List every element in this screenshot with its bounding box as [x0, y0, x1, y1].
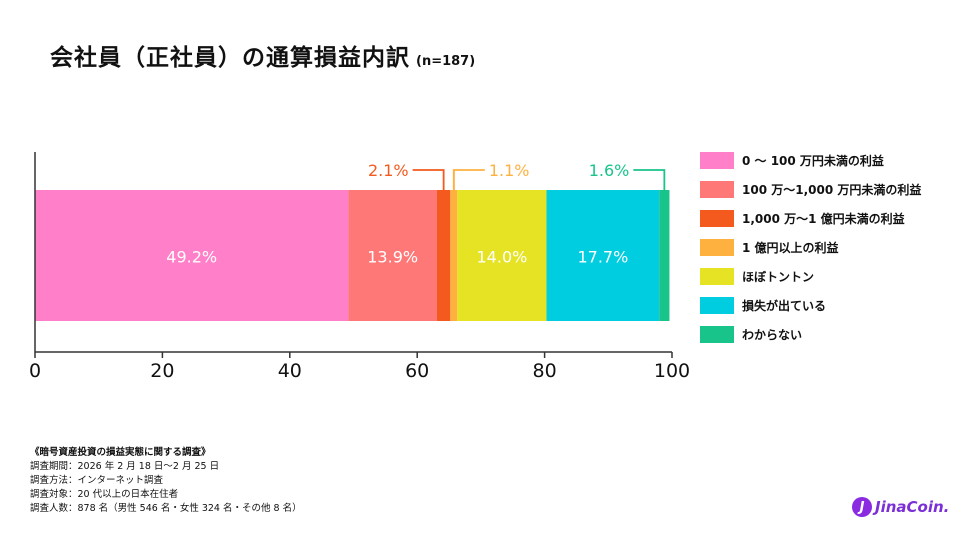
- data-label-5: 17.7%: [577, 248, 628, 267]
- bar-segment-5: [546, 190, 660, 321]
- bar-segment-6: [659, 190, 670, 321]
- chart-title-wrap: 会社員（正社員）の通算損益内訳 (n=187): [50, 38, 475, 72]
- bar-segment-1: [348, 190, 437, 321]
- bar-segment-0: [35, 190, 349, 321]
- legend-item-2: 1,000 万～1 億円未満の利益: [700, 204, 921, 233]
- logo-icon: J: [852, 497, 872, 517]
- data-label-0: 49.2%: [166, 248, 217, 267]
- footnote-line-target: 調査対象：20 代以上の日本在住者: [30, 489, 179, 500]
- legend-label-4: ほぼトントン: [742, 270, 815, 284]
- chart-title: 会社員（正社員）の通算損益内訳: [50, 45, 410, 71]
- legend-label-6: わからない: [742, 328, 803, 342]
- callout-line-6: [633, 169, 666, 190]
- callout-label-2: 2.1%: [368, 161, 409, 180]
- callout-label-3: 1.1%: [489, 161, 530, 180]
- callout-label-6: 1.6%: [589, 161, 630, 180]
- data-label-1: 13.9%: [367, 248, 418, 267]
- legend-item-6: わからない: [700, 320, 921, 349]
- legend-swatch-0: [700, 152, 734, 169]
- bar-segment-3: [450, 190, 458, 321]
- bar-segment-2: [436, 190, 451, 321]
- stacked-bar-chart: 0 20 40 60 80 100 49.2% 13.9% 14.0% 17.7% 2.1% 1.1%…: [29, 152, 690, 382]
- callout-line-b-3: [452, 169, 485, 190]
- chart-legend: 0 ～ 100 万円未満の利益 100 万～1,000 万円未満の利益 1,000 …: [700, 146, 921, 349]
- legend-item-1: 100 万～1,000 万円未満の利益: [700, 175, 921, 204]
- legend-item-5: 損失が出ている: [700, 291, 921, 320]
- logo-text: JinaCoin.: [875, 498, 950, 516]
- legend-item-3: 1 億円以上の利益: [700, 233, 921, 262]
- footnote-line-period: 調査期間：2026 年 2 月 18 日～2 月 25 日: [30, 461, 220, 472]
- legend-swatch-3: [700, 239, 734, 256]
- brand-logo: J JinaCoin.: [852, 497, 949, 517]
- legend-swatch-4: [700, 268, 734, 285]
- x-tick-label-80: 80: [533, 360, 557, 382]
- x-tick-label-100: 100: [654, 360, 690, 382]
- footnote-title: 《暗号資産投資の損益実態に関する調査》: [30, 447, 211, 458]
- x-tick-label-0: 0: [29, 360, 41, 382]
- legend-item-4: ほぼトントン: [700, 262, 921, 291]
- data-label-4: 14.0%: [477, 248, 528, 267]
- legend-label-3: 1 億円以上の利益: [742, 241, 839, 255]
- footnote-line-method: 調査方法：インターネット調査: [30, 475, 164, 486]
- callout-line-2: [412, 169, 445, 190]
- legend-item-0: 0 ～ 100 万円未満の利益: [700, 146, 921, 175]
- legend-label-1: 100 万～1,000 万円未満の利益: [742, 183, 922, 197]
- sample-size-label: (n=187): [416, 54, 476, 69]
- legend-label-5: 損失が出ている: [742, 299, 827, 313]
- x-tick-label-20: 20: [150, 360, 174, 382]
- legend-label-2: 1,000 万～1 億円未満の利益: [742, 212, 905, 226]
- legend-swatch-6: [700, 326, 734, 343]
- legend-swatch-1: [700, 181, 734, 198]
- legend-swatch-2: [700, 210, 734, 227]
- x-tick-label-60: 60: [405, 360, 429, 382]
- legend-label-0: 0 ～ 100 万円未満の利益: [742, 154, 884, 168]
- footnote-line-count: 調査人数：878 名（男性 546 名・女性 324 名・その他 8 名）: [30, 503, 302, 514]
- survey-footnote: 《暗号資産投資の損益実態に関する調査》 調査期間：2026 年 2 月 18 日…: [30, 446, 302, 516]
- bar-segment-4: [457, 190, 547, 321]
- x-tick-label-40: 40: [278, 360, 302, 382]
- legend-swatch-5: [700, 297, 734, 314]
